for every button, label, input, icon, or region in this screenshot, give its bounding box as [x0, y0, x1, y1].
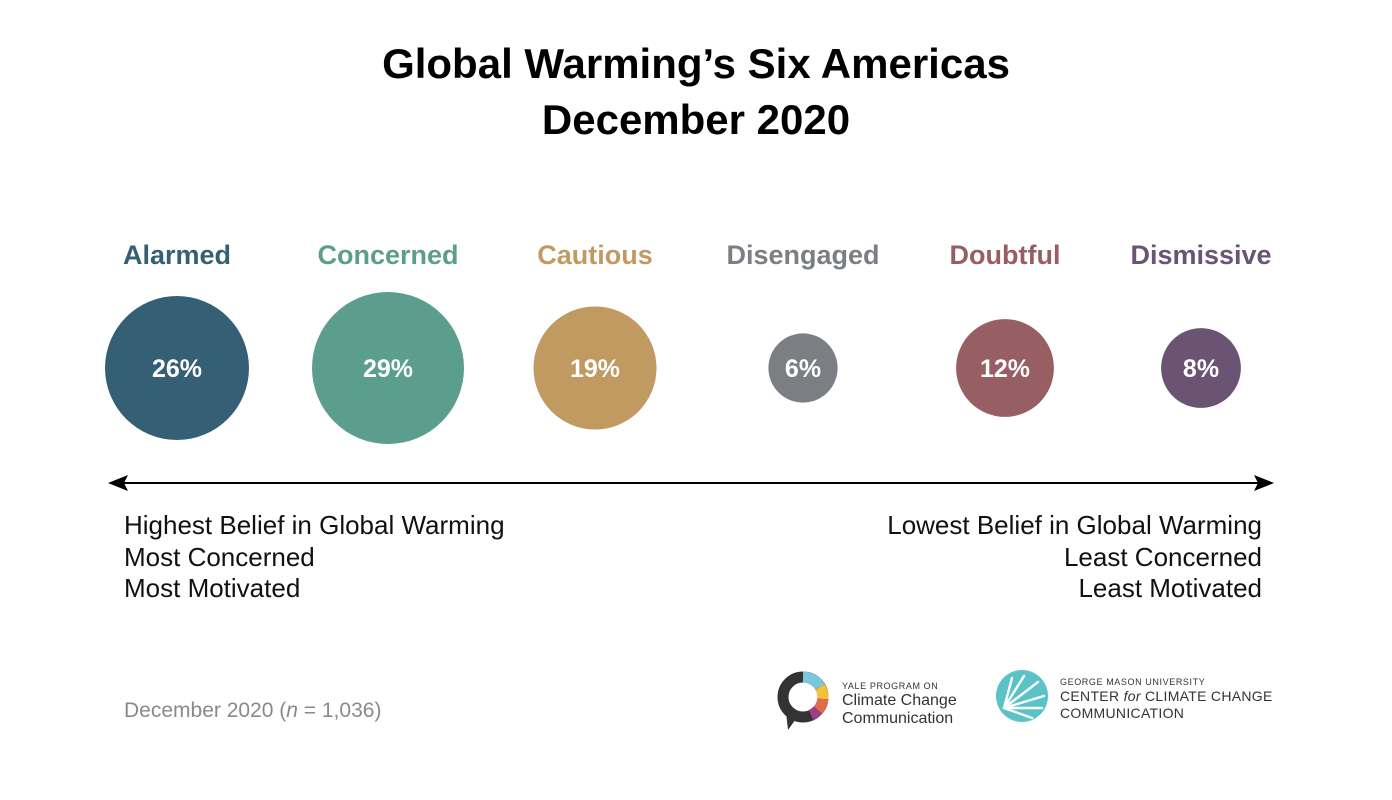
gmu-logo-text: GEORGE MASON UNIVERSITY CENTER for CLIMA… [1060, 676, 1273, 722]
left-text-line: Most Motivated [124, 573, 301, 603]
yale-logo-text: YALE PROGRAM ON Climate Change Communica… [842, 680, 957, 728]
left-text-line: Most Concerned [124, 541, 315, 572]
footnote-equals: = [297, 699, 322, 722]
segment-label-dismissive: Dismissive [1130, 240, 1271, 270]
gmu-logo-line1-for: for [1123, 687, 1141, 704]
segment-label-concerned: Concerned [317, 240, 458, 270]
gmu-logo-line1: CENTER for CLIMATE CHANGE [1060, 688, 1273, 705]
yale-climate-logo: YALE PROGRAM ON Climate Change Communica… [774, 668, 957, 739]
speech-bubble-ring-icon [774, 668, 832, 739]
segment-value-alarmed: 26% [152, 355, 202, 383]
yale-logo-line1: Climate Change [842, 691, 957, 709]
chart-title: Global Warming’s Six Americas December 2… [0, 36, 1392, 148]
footnote-prefix: December 2020 ( [124, 699, 287, 722]
footnote-suffix: ) [374, 699, 382, 722]
segment-circle-alarmed [105, 296, 249, 440]
segment-circle-dismissive [1161, 328, 1241, 408]
segment-circle-concerned [312, 292, 464, 444]
segment-value-cautious: 19% [570, 355, 620, 383]
segment-value-concerned: 29% [363, 355, 413, 383]
low-belief-description: Lowest Belief in Global Warming Least Co… [887, 510, 1262, 605]
belief-axis-arrow [108, 475, 1274, 491]
segment-value-dismissive: 8% [1183, 355, 1219, 383]
gmu-logo-line1-a: CENTER [1060, 687, 1124, 704]
yale-logo-line2: Communication [842, 709, 954, 727]
footnote-n-symbol: n [286, 699, 298, 722]
gmu-logo-line1-b: CLIMATE CHANGE [1140, 687, 1273, 704]
right-text-line: Lowest Belief in Global Warming [887, 510, 1262, 540]
high-belief-description: Highest Belief in Global Warming Most Co… [124, 510, 505, 605]
segment-value-disengaged: 6% [785, 355, 821, 383]
footnote-count: 1,036 [321, 699, 375, 722]
segment-value-doubtful: 12% [980, 355, 1030, 383]
segment-label-cautious: Cautious [537, 240, 653, 270]
segment-label-alarmed: Alarmed [123, 240, 231, 270]
left-text-line: Highest Belief in Global Warming [124, 510, 505, 540]
segment-circle-doubtful [956, 319, 1054, 417]
segment-circle-cautious [533, 306, 657, 430]
chart-title-line1: Global Warming’s Six Americas [382, 40, 1010, 87]
chart-title-line2: December 2020 [541, 96, 851, 143]
right-text-line: Least Motivated [1078, 573, 1262, 603]
gmu-climate-logo: GEORGE MASON UNIVERSITY CENTER for CLIMA… [994, 668, 1273, 729]
starburst-circle-icon [994, 668, 1050, 729]
yale-logo-small-text: YALE PROGRAM ON [842, 680, 939, 691]
sample-size-footnote: December 2020 (n = 1,036) [124, 699, 381, 723]
gmu-logo-line2: COMMUNICATION [1060, 704, 1185, 721]
segment-label-doubtful: Doubtful [950, 240, 1061, 270]
gmu-logo-small-text: GEORGE MASON UNIVERSITY [1060, 676, 1206, 687]
segment-label-disengaged: Disengaged [726, 240, 879, 270]
segment-circle-disengaged [768, 333, 838, 403]
right-text-line: Least Concerned [1063, 541, 1262, 572]
